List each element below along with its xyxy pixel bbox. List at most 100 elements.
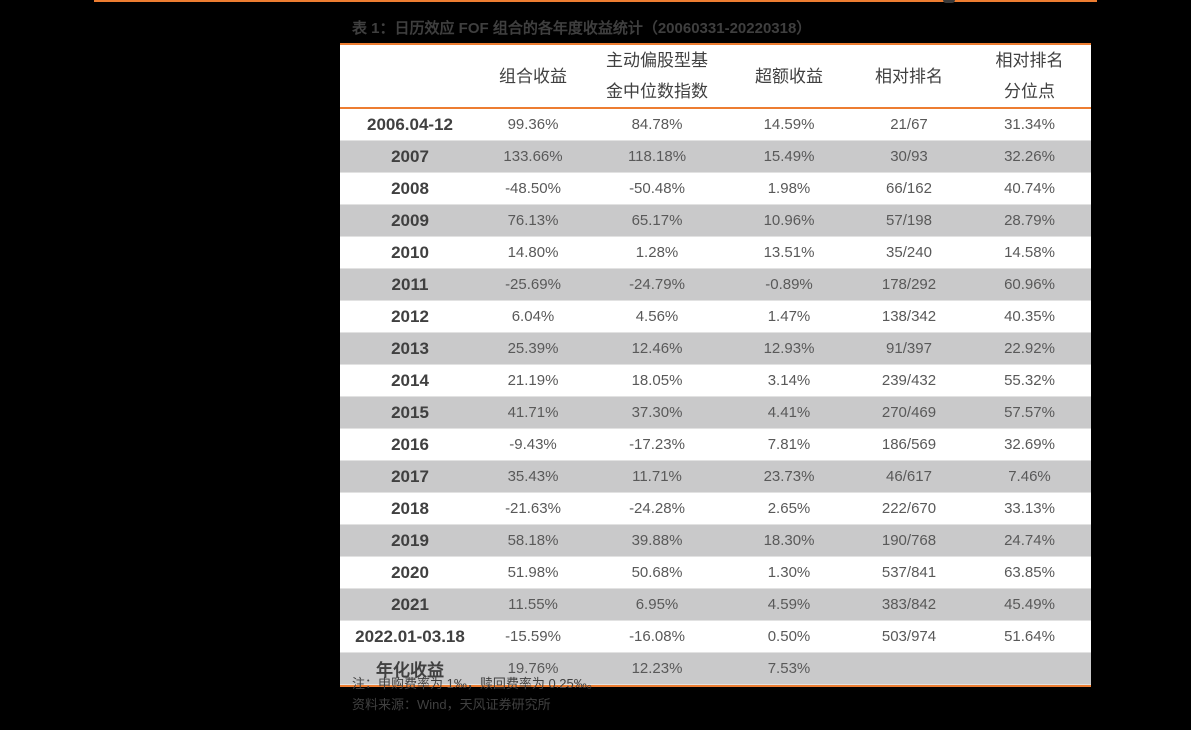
table-notes: 注：申购费率为 1‰，赎回费率为 0.25‰。 资料来源：Wind，天风证券研究… xyxy=(352,673,600,715)
cell-excess-return: 2.65% xyxy=(728,492,850,525)
cell-period: 2016 xyxy=(340,428,480,461)
cell-rank: 35/240 xyxy=(850,236,968,269)
cell-rank-percentile: 31.34% xyxy=(968,108,1091,141)
annual-returns-table: 组合收益 主动偏股型基 金中位数指数 超额收益 相对排名 相对排名 分位点 20… xyxy=(340,43,1091,687)
cell-rank: 138/342 xyxy=(850,300,968,333)
cell-excess-return: 7.53% xyxy=(728,652,850,685)
cell-portfolio-return: 6.04% xyxy=(480,300,586,333)
source-note: 资料来源：Wind，天风证券研究所 xyxy=(352,697,551,712)
cell-period: 2021 xyxy=(340,588,480,621)
cell-portfolio-return: -9.43% xyxy=(480,428,586,461)
cell-period: 2019 xyxy=(340,524,480,557)
cell-rank: 190/768 xyxy=(850,524,968,557)
cell-portfolio-return: 41.71% xyxy=(480,396,586,429)
cell-median-index: 11.71% xyxy=(586,460,728,493)
cell-portfolio-return: 51.98% xyxy=(480,556,586,589)
cell-median-index: 50.68% xyxy=(586,556,728,589)
table-row: 2013 25.39% 12.46% 12.93% 91/397 22.92% xyxy=(340,332,1091,365)
cell-excess-return: 14.59% xyxy=(728,108,850,141)
cell-rank: 46/617 xyxy=(850,460,968,493)
cell-period: 2010 xyxy=(340,236,480,269)
cell-period: 2012 xyxy=(340,300,480,333)
cell-portfolio-return: 99.36% xyxy=(480,108,586,141)
cell-period: 2007 xyxy=(340,140,480,173)
cell-excess-return: -0.89% xyxy=(728,268,850,301)
header-excess-return: 超额收益 xyxy=(728,45,850,109)
cell-median-index: 37.30% xyxy=(586,396,728,429)
table-row: 2010 14.80% 1.28% 13.51% 35/240 14.58% xyxy=(340,236,1091,269)
cell-portfolio-return: 19.76% xyxy=(480,652,586,685)
cell-excess-return: 12.93% xyxy=(728,332,850,365)
cell-excess-return: 1.98% xyxy=(728,172,850,205)
table-row: 2021 11.55% 6.95% 4.59% 383/842 45.49% xyxy=(340,588,1091,621)
cell-median-index: 65.17% xyxy=(586,204,728,237)
cell-portfolio-return: 14.80% xyxy=(480,236,586,269)
cell-rank-percentile: 22.92% xyxy=(968,332,1091,365)
cell-excess-return: 1.30% xyxy=(728,556,850,589)
cell-median-index: -24.79% xyxy=(586,268,728,301)
cell-period: 2017 xyxy=(340,460,480,493)
cell-median-index: 18.05% xyxy=(586,364,728,397)
cell-period: 2014 xyxy=(340,364,480,397)
cell-rank: 537/841 xyxy=(850,556,968,589)
cell-median-index: 12.46% xyxy=(586,332,728,365)
table-row: 2016 -9.43% -17.23% 7.81% 186/569 32.69% xyxy=(340,428,1091,461)
cell-period: 2018 xyxy=(340,492,480,525)
cell-excess-return: 23.73% xyxy=(728,460,850,493)
cell-excess-return: 4.59% xyxy=(728,588,850,621)
table-row: 2011 -25.69% -24.79% -0.89% 178/292 60.96% xyxy=(340,268,1091,301)
table-row: 2014 21.19% 18.05% 3.14% 239/432 55.32% xyxy=(340,364,1091,397)
cell-excess-return: 3.14% xyxy=(728,364,850,397)
cell-excess-return: 15.49% xyxy=(728,140,850,173)
header-rank-percentile: 相对排名 分位点 xyxy=(968,45,1091,109)
cell-rank-percentile: 60.96% xyxy=(968,268,1091,301)
cell-portfolio-return: 133.66% xyxy=(480,140,586,173)
cell-excess-return: 10.96% xyxy=(728,204,850,237)
cell-period: 2011 xyxy=(340,268,480,301)
cell-rank-percentile: 57.57% xyxy=(968,396,1091,429)
cell-rank: 91/397 xyxy=(850,332,968,365)
fee-note: 注：申购费率为 1‰，赎回费率为 0.25‰。 xyxy=(352,676,600,691)
cell-period: 2008 xyxy=(340,172,480,205)
cell-rank-percentile: 45.49% xyxy=(968,588,1091,621)
cell-median-index: 84.78% xyxy=(586,108,728,141)
header-portfolio-return: 组合收益 xyxy=(480,45,586,109)
table-row: 2007 133.66% 118.18% 15.49% 30/93 32.26% xyxy=(340,140,1091,173)
cell-excess-return: 1.47% xyxy=(728,300,850,333)
table-row: 2008 -48.50% -50.48% 1.98% 66/162 40.74% xyxy=(340,172,1091,205)
cell-median-index: -16.08% xyxy=(586,620,728,653)
page-marker xyxy=(943,0,955,3)
cell-rank: 66/162 xyxy=(850,172,968,205)
cell-rank-percentile: 51.64% xyxy=(968,620,1091,653)
cell-rank: 270/469 xyxy=(850,396,968,429)
cell-rank-percentile: 7.46% xyxy=(968,460,1091,493)
cell-rank: 186/569 xyxy=(850,428,968,461)
cell-excess-return: 0.50% xyxy=(728,620,850,653)
cell-rank-percentile: 24.74% xyxy=(968,524,1091,557)
cell-rank-percentile xyxy=(968,652,1091,685)
table-row: 2006.04-12 99.36% 84.78% 14.59% 21/67 31.34% xyxy=(340,108,1091,141)
cell-rank-percentile: 28.79% xyxy=(968,204,1091,237)
cell-portfolio-return: 21.19% xyxy=(480,364,586,397)
cell-rank-percentile: 63.85% xyxy=(968,556,1091,589)
header-period xyxy=(340,45,480,109)
cell-rank-percentile: 55.32% xyxy=(968,364,1091,397)
cell-rank-percentile: 40.74% xyxy=(968,172,1091,205)
top-divider-rule xyxy=(94,0,1097,2)
cell-period: 2022.01-03.18 xyxy=(340,620,480,653)
cell-period: 2009 xyxy=(340,204,480,237)
table-row: 2018 -21.63% -24.28% 2.65% 222/670 33.13% xyxy=(340,492,1091,525)
cell-portfolio-return: -25.69% xyxy=(480,268,586,301)
cell-rank: 239/432 xyxy=(850,364,968,397)
cell-median-index: -17.23% xyxy=(586,428,728,461)
cell-period: 2015 xyxy=(340,396,480,429)
cell-median-index: 118.18% xyxy=(586,140,728,173)
cell-excess-return: 13.51% xyxy=(728,236,850,269)
cell-portfolio-return: 35.43% xyxy=(480,460,586,493)
cell-period: 2020 xyxy=(340,556,480,589)
header-rank: 相对排名 xyxy=(850,45,968,109)
cell-excess-return: 4.41% xyxy=(728,396,850,429)
cell-portfolio-return: -15.59% xyxy=(480,620,586,653)
table-title: 表 1：日历效应 FOF 组合的各年度收益统计（20060331-2022031… xyxy=(352,20,812,37)
cell-median-index: -24.28% xyxy=(586,492,728,525)
